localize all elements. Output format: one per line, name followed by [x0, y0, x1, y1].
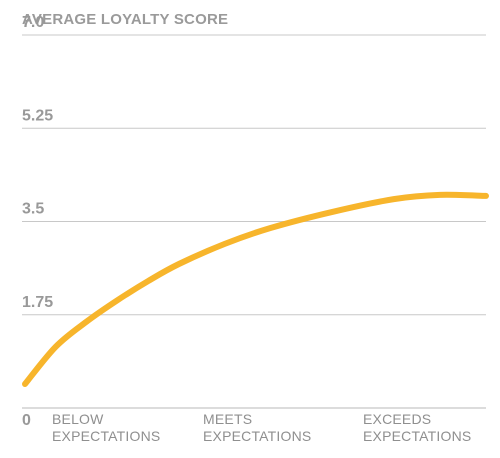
chart-title: AVERAGE LOYALTY SCORE: [22, 11, 228, 28]
y-tick-label: 7.0: [22, 14, 44, 31]
x-tick-label: EXPECTATIONS: [363, 428, 471, 444]
y-tick-label: 0: [22, 412, 31, 429]
series-layer: [22, 191, 489, 388]
x-tick-label: EXPECTATIONS: [203, 428, 311, 444]
y-tick-label: 5.25: [22, 107, 53, 124]
y-axis-ticks: 0 1.75 3.5 5.25 7.0: [22, 14, 53, 429]
y-tick-label: 3.5: [22, 201, 44, 218]
x-tick-label: EXPECTATIONS: [52, 428, 160, 444]
x-axis-ticks: BELOWEXPECTATIONSMEETSEXPECTATIONSEXCEED…: [52, 411, 471, 444]
grid-lines: [22, 34, 486, 409]
x-tick-label: BELOW: [52, 411, 104, 427]
loyalty-score-line: [22, 191, 489, 388]
y-tick-label: 1.75: [22, 294, 53, 311]
x-tick-label: MEETS: [203, 411, 252, 427]
x-tick-label: EXCEEDS: [363, 411, 431, 427]
